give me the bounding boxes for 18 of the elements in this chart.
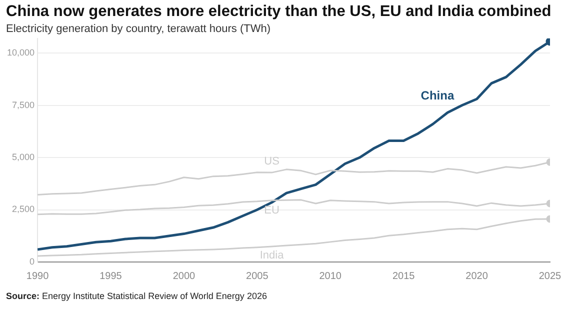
x-tick-label: 2000 — [172, 270, 196, 282]
chart-title: China now generates more electricity than the US, EU and India combined — [6, 3, 552, 21]
x-tick-label: 2025 — [538, 270, 562, 282]
y-tick-label: 2,500 — [12, 204, 35, 214]
x-tick-label: 1990 — [26, 270, 50, 282]
y-tick-label: 7,500 — [12, 100, 35, 110]
x-tick-label: 2005 — [246, 270, 269, 282]
y-tick-label: 10,000 — [6, 48, 35, 58]
series-label: EU — [264, 204, 280, 216]
chart-subtitle: Electricity generation by country, terawatt hours (TWh) — [6, 23, 271, 35]
y-tick-label: 5,000 — [12, 152, 35, 162]
x-tick-label: 2020 — [466, 270, 488, 282]
x-tick-label: 1995 — [100, 270, 122, 282]
x-tick-label: 2015 — [392, 270, 416, 282]
source-note: Source: Energy Institute Statistical Review of World Energy 2026 — [6, 291, 267, 301]
series-label: China — [420, 88, 454, 102]
y-tick-label: 0 — [30, 256, 35, 266]
x-tick-label: 2010 — [319, 270, 342, 282]
